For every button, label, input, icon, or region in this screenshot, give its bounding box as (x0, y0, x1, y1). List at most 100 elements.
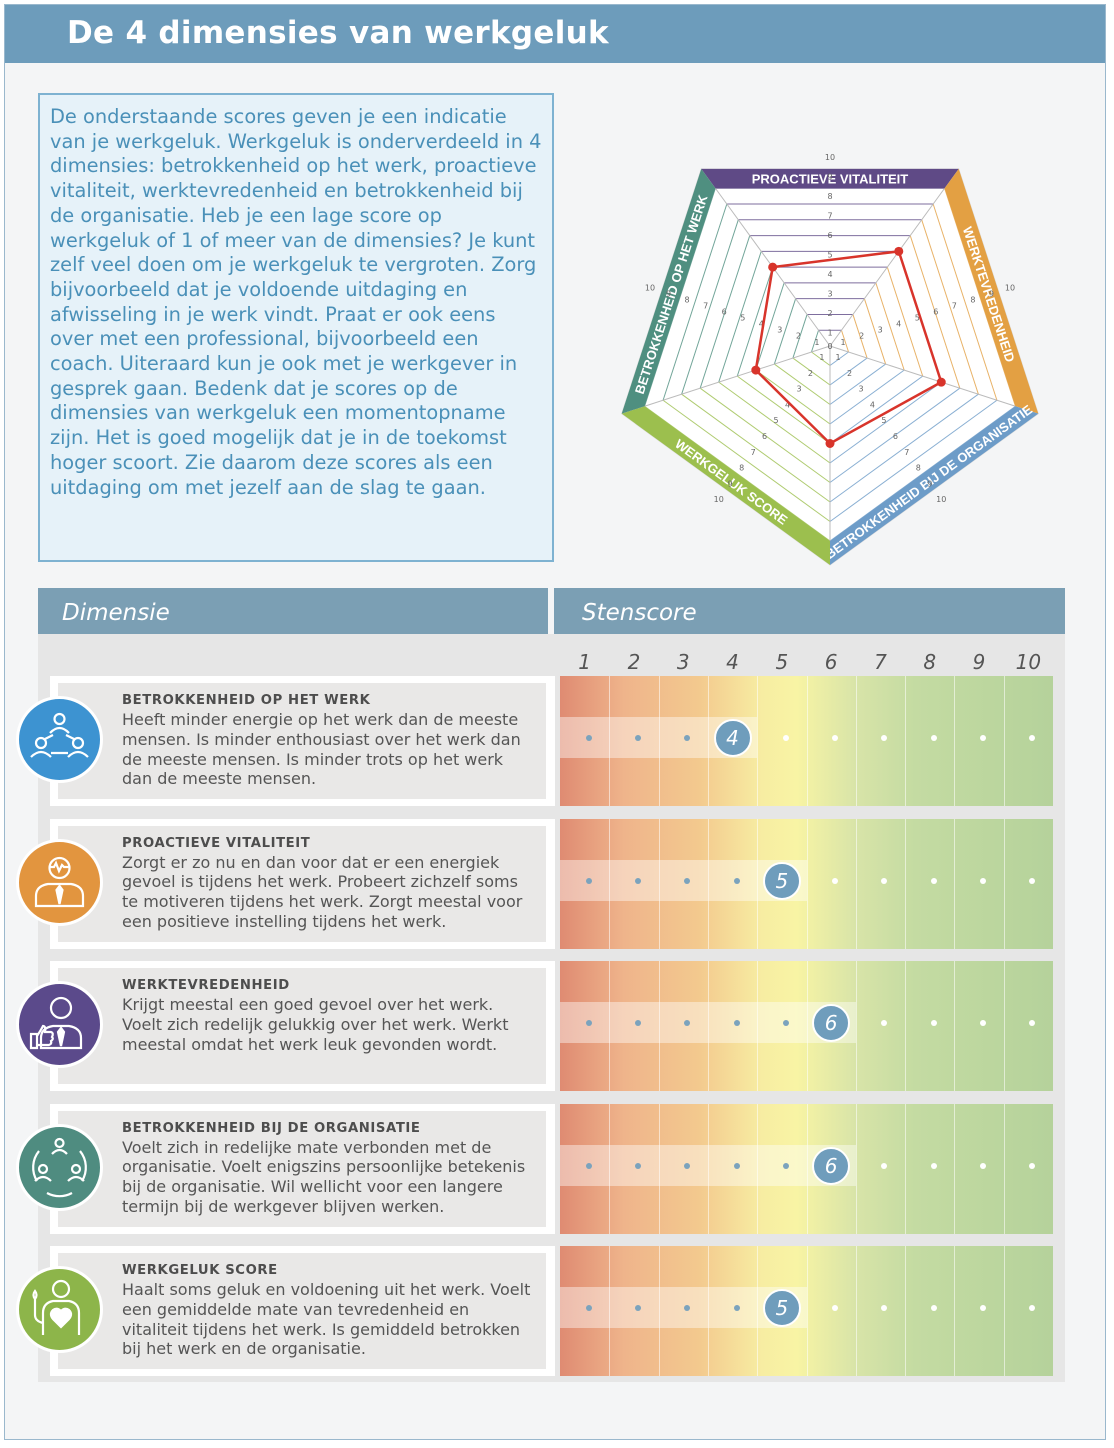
stenscore-dot (634, 1020, 641, 1026)
stenscore-dot (782, 735, 789, 741)
stenscore-dot (980, 1305, 987, 1311)
radar-grid-line (662, 203, 728, 401)
dimension-title: WERKTEVREDENHEID (122, 978, 290, 993)
stenscore-dot (684, 877, 691, 884)
stenscore-dot (832, 735, 839, 741)
stenscore-column-divider (806, 676, 808, 806)
stenscore-column-divider (905, 1246, 907, 1376)
dimension-card-body: BETROKKENHEID OP HET WERK Heeft minder en… (58, 683, 546, 799)
radar-tick-label: 8 (739, 464, 744, 473)
radar-tick-label: 2 (847, 369, 852, 378)
radar-tick-label: 7 (751, 448, 756, 457)
stenscore-column-divider (1003, 1246, 1005, 1376)
stenscore-column-divider (609, 676, 611, 806)
stenscore-dot (585, 877, 592, 884)
radar-score-point (768, 262, 778, 272)
radar-grid-line (909, 235, 961, 389)
radar-score-point (936, 377, 946, 387)
radar-tick-label: 3 (777, 326, 782, 335)
radar-axis-spoke (644, 345, 831, 407)
radar-tick-label: 3 (827, 289, 832, 298)
dimension-description: Voelt zich in redelijke mate verbonden m… (122, 1137, 526, 1216)
businessman-thumbs-up-icon (16, 981, 103, 1068)
radar-tick-label: 5 (881, 416, 886, 425)
radar-grid-line (829, 375, 924, 444)
stenscore-dot (832, 1305, 839, 1311)
stenscore-column-divider (905, 676, 907, 806)
dimension-description: Heeft minder energie op het werk dan de … (122, 710, 521, 789)
radar-tick-label: 4 (870, 400, 875, 409)
radar-grid-line (829, 351, 849, 366)
radar-grid-line (755, 282, 785, 371)
scale-number: 1 (578, 650, 591, 674)
stenscore-dot (832, 877, 839, 884)
dimension-card: BETROKKENHEID OP HET WERK Heeft minder en… (50, 676, 555, 806)
stenscore-column-divider (806, 1246, 808, 1376)
dimension-column-header: Dimensie (38, 588, 548, 634)
radar-grid-line (792, 357, 831, 386)
radar-tick-label: 9 (827, 172, 832, 181)
radar-grid-line (810, 330, 820, 353)
stenscore-column-divider (609, 818, 611, 949)
stenscore-column-divider (609, 961, 611, 1091)
person-heart-icon (16, 1266, 103, 1353)
stenscore-dot (980, 735, 987, 741)
stenscore-dot (585, 1162, 592, 1169)
page-title: De 4 dimensies van werkgeluk (67, 15, 609, 51)
radar-tick-label: 10 (714, 495, 724, 504)
stenscore-column-divider (806, 961, 808, 1091)
stenscore-bar: 6 (560, 1103, 1053, 1234)
radar-score-point (751, 365, 761, 375)
businessman-pulse-icon (16, 838, 103, 926)
dimension-title: PROACTIEVE VITALITEIT (122, 835, 311, 851)
radar-grid-line (886, 266, 924, 377)
stenscore-badge: 5 (762, 1289, 801, 1327)
radar-tick-label: 6 (893, 432, 898, 441)
radar-grid-line (774, 363, 831, 405)
radar-tick-label: 2 (827, 309, 832, 318)
radar-edge-band (621, 168, 716, 414)
radar-tick-label: 8 (970, 296, 975, 305)
radar-tick-label: 4 (785, 400, 790, 409)
stenscore-dot (634, 735, 641, 741)
dimension-description: Krijgt meestal een goed gevoel over het … (122, 995, 509, 1054)
dimension-card: PROACTIEVE VITALITEIT Zorgt er zo nu en d… (50, 818, 555, 949)
radar-tick-label: 5 (774, 416, 779, 425)
radar-tick-label: 5 (915, 314, 920, 323)
radar-grid-line (932, 203, 998, 401)
stenscore-column-divider (757, 961, 759, 1091)
stenscore-dot (1029, 1162, 1036, 1169)
dimension-header-label: Dimensie (62, 600, 170, 626)
radar-tick-label: 5 (740, 314, 745, 323)
stenscore-column-divider (707, 961, 709, 1091)
radar-tick-label: 1 (836, 353, 841, 362)
radar-grid-line (829, 357, 868, 386)
radar-tick-label: 8 (916, 464, 921, 473)
radar-grid-line (773, 298, 797, 365)
stenscore-badge: 4 (713, 719, 752, 757)
stenscore-badge: 6 (812, 1146, 851, 1185)
radar-grid-line (699, 235, 751, 389)
radar-grid-line (718, 251, 762, 383)
radar-tick-label: 4 (896, 320, 901, 329)
radar-grid-line (921, 219, 979, 395)
stenscore-header-label: Stenscore (582, 600, 697, 626)
scale-number: 9 (972, 650, 986, 674)
radar-grid-line (718, 381, 831, 464)
stenscore-column-divider (905, 818, 907, 949)
stenscore-column-divider (855, 961, 857, 1091)
stenscore-dot (1029, 877, 1036, 884)
stenscore-column-divider (806, 1103, 808, 1234)
stenscore-column-divider (954, 961, 956, 1091)
stenscore-column-divider (757, 818, 759, 949)
scale-number: 4 (726, 650, 739, 674)
radar-tick-label: 4 (827, 270, 832, 279)
radar-edge-band (701, 168, 959, 189)
stenscore-dot (733, 877, 740, 884)
stenscore-column-divider (658, 676, 660, 806)
stenscore-column-divider (1003, 818, 1005, 949)
stenscore-dot (881, 1162, 888, 1169)
stenscore-column-divider (954, 1103, 956, 1234)
stenscore-column-divider (1003, 961, 1005, 1091)
radar-grid-line (792, 314, 808, 359)
